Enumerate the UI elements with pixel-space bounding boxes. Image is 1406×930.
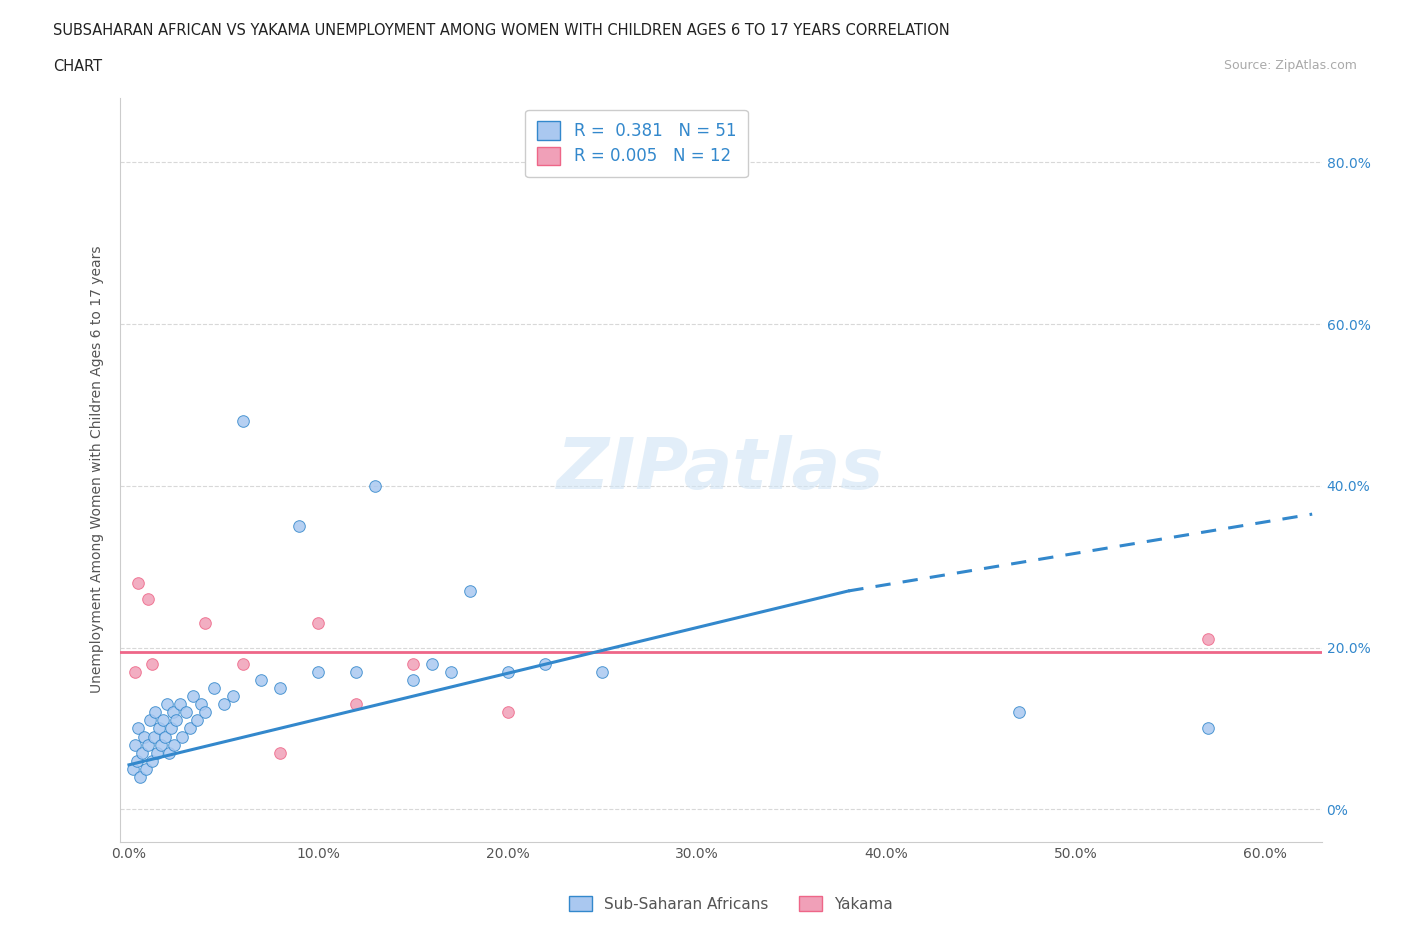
Point: [141, 753, 163, 768]
Point: [194, 616, 217, 631]
Point: [534, 657, 557, 671]
Point: [156, 697, 179, 711]
Point: [146, 745, 169, 760]
Point: [269, 681, 291, 696]
Point: [145, 705, 167, 720]
Point: [458, 583, 481, 598]
Legend: Sub-Saharan Africans, Yakama: Sub-Saharan Africans, Yakama: [562, 889, 900, 918]
Point: [124, 664, 146, 679]
Point: [127, 576, 149, 591]
Point: [420, 657, 443, 671]
Point: [162, 705, 184, 720]
Point: [250, 672, 273, 687]
Point: [136, 737, 159, 752]
Point: [131, 745, 153, 760]
Point: [1197, 632, 1219, 647]
Point: [1008, 705, 1031, 720]
Point: [134, 729, 156, 744]
Point: [344, 664, 367, 679]
Point: [190, 697, 212, 711]
Point: [402, 672, 425, 687]
Point: [165, 713, 187, 728]
Point: [364, 478, 387, 493]
Text: SUBSAHARAN AFRICAN VS YAKAMA UNEMPLOYMENT AMONG WOMEN WITH CHILDREN AGES 6 TO 17: SUBSAHARAN AFRICAN VS YAKAMA UNEMPLOYMEN…: [53, 23, 950, 38]
Point: [222, 688, 245, 703]
Point: [269, 745, 291, 760]
Point: [174, 705, 197, 720]
Text: CHART: CHART: [53, 59, 103, 73]
Point: [124, 737, 146, 752]
Point: [135, 762, 157, 777]
Legend: R =  0.381   N = 51, R = 0.005   N = 12: R = 0.381 N = 51, R = 0.005 N = 12: [526, 110, 748, 177]
Point: [591, 664, 613, 679]
Point: [186, 713, 208, 728]
Point: [440, 664, 463, 679]
Point: [179, 721, 201, 736]
Point: [170, 729, 193, 744]
Point: [232, 414, 254, 429]
Point: [169, 697, 191, 711]
Point: [402, 657, 425, 671]
Point: [139, 713, 162, 728]
Point: [288, 519, 311, 534]
Point: [152, 713, 174, 728]
Point: [194, 705, 217, 720]
Point: [129, 769, 152, 784]
Point: [202, 681, 225, 696]
Point: [141, 657, 163, 671]
Point: [496, 664, 519, 679]
Point: [121, 762, 143, 777]
Point: [159, 721, 181, 736]
Point: [157, 745, 180, 760]
Point: [163, 737, 186, 752]
Point: [127, 721, 149, 736]
Text: ZIPatlas: ZIPatlas: [557, 435, 884, 504]
Point: [232, 657, 254, 671]
Point: [344, 697, 367, 711]
Point: [136, 591, 159, 606]
Point: [212, 697, 235, 711]
Text: Source: ZipAtlas.com: Source: ZipAtlas.com: [1223, 59, 1357, 72]
Point: [142, 729, 165, 744]
Point: [148, 721, 170, 736]
Point: [125, 753, 148, 768]
Point: [150, 737, 173, 752]
Point: [307, 664, 329, 679]
Point: [307, 616, 329, 631]
Point: [183, 688, 205, 703]
Point: [153, 729, 176, 744]
Point: [496, 705, 519, 720]
Y-axis label: Unemployment Among Women with Children Ages 6 to 17 years: Unemployment Among Women with Children A…: [90, 246, 104, 694]
Point: [1197, 721, 1219, 736]
